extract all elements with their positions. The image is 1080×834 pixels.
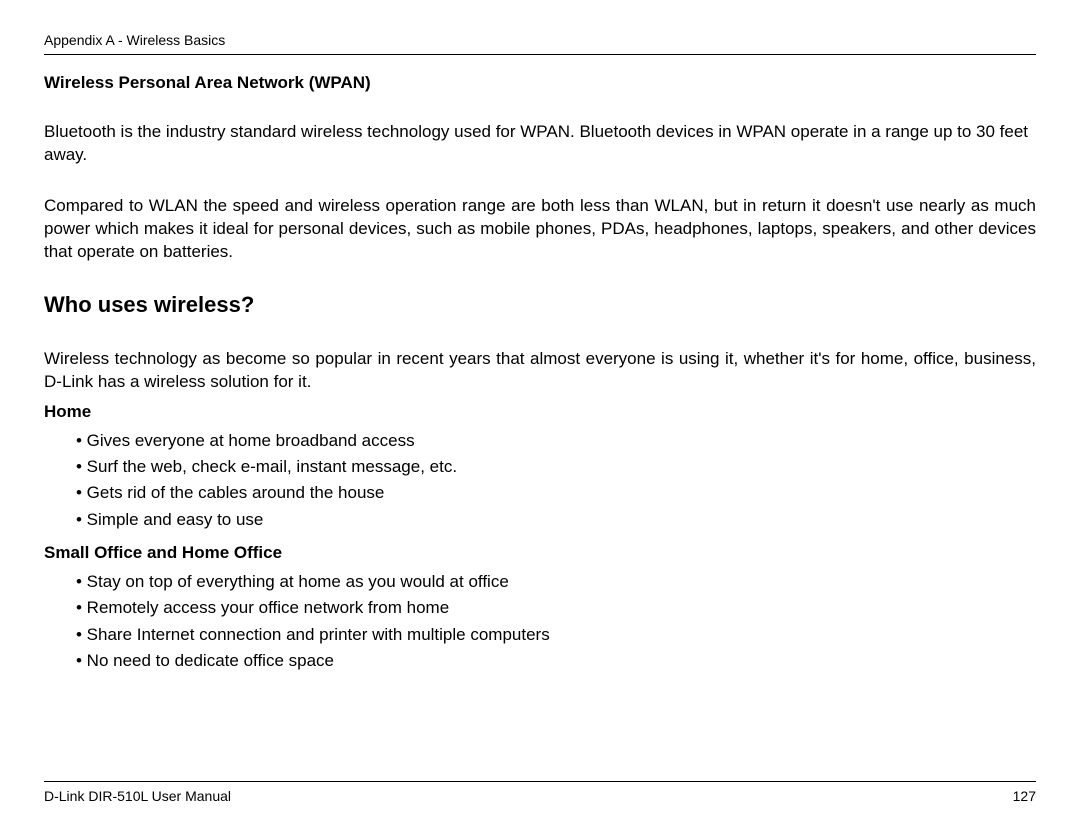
page-footer: D-Link DIR-510L User Manual 127 [44,781,1036,804]
bullet-item: • Gives everyone at home broadband acces… [76,428,1036,454]
paragraph-bluetooth: Bluetooth is the industry standard wirel… [44,121,1036,167]
bullet-item: • Share Internet connection and printer … [76,622,1036,648]
header-text: Appendix A - Wireless Basics [44,32,225,48]
bullet-item: • Remotely access your office network fr… [76,595,1036,621]
footer-manual-title: D-Link DIR-510L User Manual [44,788,231,804]
paragraph-wlan-compare: Compared to WLAN the speed and wireless … [44,195,1036,264]
heading-who-uses-wireless: Who uses wireless? [44,292,1036,318]
section-title-wpan: Wireless Personal Area Network (WPAN) [44,73,1036,93]
bullet-item: • Stay on top of everything at home as y… [76,569,1036,595]
bullet-list-home: • Gives everyone at home broadband acces… [76,428,1036,533]
paragraph-wireless-popular: Wireless technology as become so popular… [44,348,1036,394]
bullet-list-soho: • Stay on top of everything at home as y… [76,569,1036,674]
subhead-home: Home [44,402,1036,422]
subhead-soho: Small Office and Home Office [44,543,1036,563]
page-header: Appendix A - Wireless Basics [44,32,1036,55]
footer-page-number: 127 [1013,788,1036,804]
bullet-item: • Surf the web, check e-mail, instant me… [76,454,1036,480]
bullet-item: • Simple and easy to use [76,507,1036,533]
bullet-item: • No need to dedicate office space [76,648,1036,674]
bullet-item: • Gets rid of the cables around the hous… [76,480,1036,506]
